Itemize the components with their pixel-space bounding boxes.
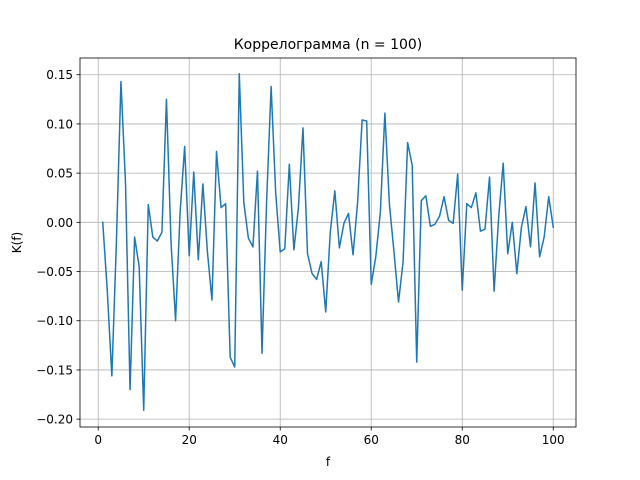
x-tick-label: 0 [94,433,102,447]
y-axis-label: K(f) [10,232,24,253]
series-line [101,72,555,412]
data-series [101,72,555,412]
x-tick-label: 100 [542,433,565,447]
y-tick-label: 0.00 [46,216,73,230]
y-tick-label: −0.05 [36,265,73,279]
axis-ticks: 0 20 40 60 80 100 −0.20 −0.15 −0.10 −0.05 0.00 0.05… [36,68,564,447]
x-tick-label: 40 [273,433,288,447]
plot-frame [79,57,577,428]
x-tick-label: 80 [455,433,470,447]
x-tick-label: 60 [364,433,379,447]
chart-title: Коррелограмма (n = 100) [234,37,423,53]
x-tick-label: 20 [182,433,197,447]
y-tick-label: −0.15 [36,363,73,377]
y-tick-label: −0.10 [36,314,73,328]
y-tick-label: −0.20 [36,413,73,427]
y-tick-label: 0.10 [46,117,73,131]
y-tick-label: 0.05 [46,167,73,181]
y-tick-label: 0.15 [46,68,73,82]
x-axis-label: f [326,455,331,469]
